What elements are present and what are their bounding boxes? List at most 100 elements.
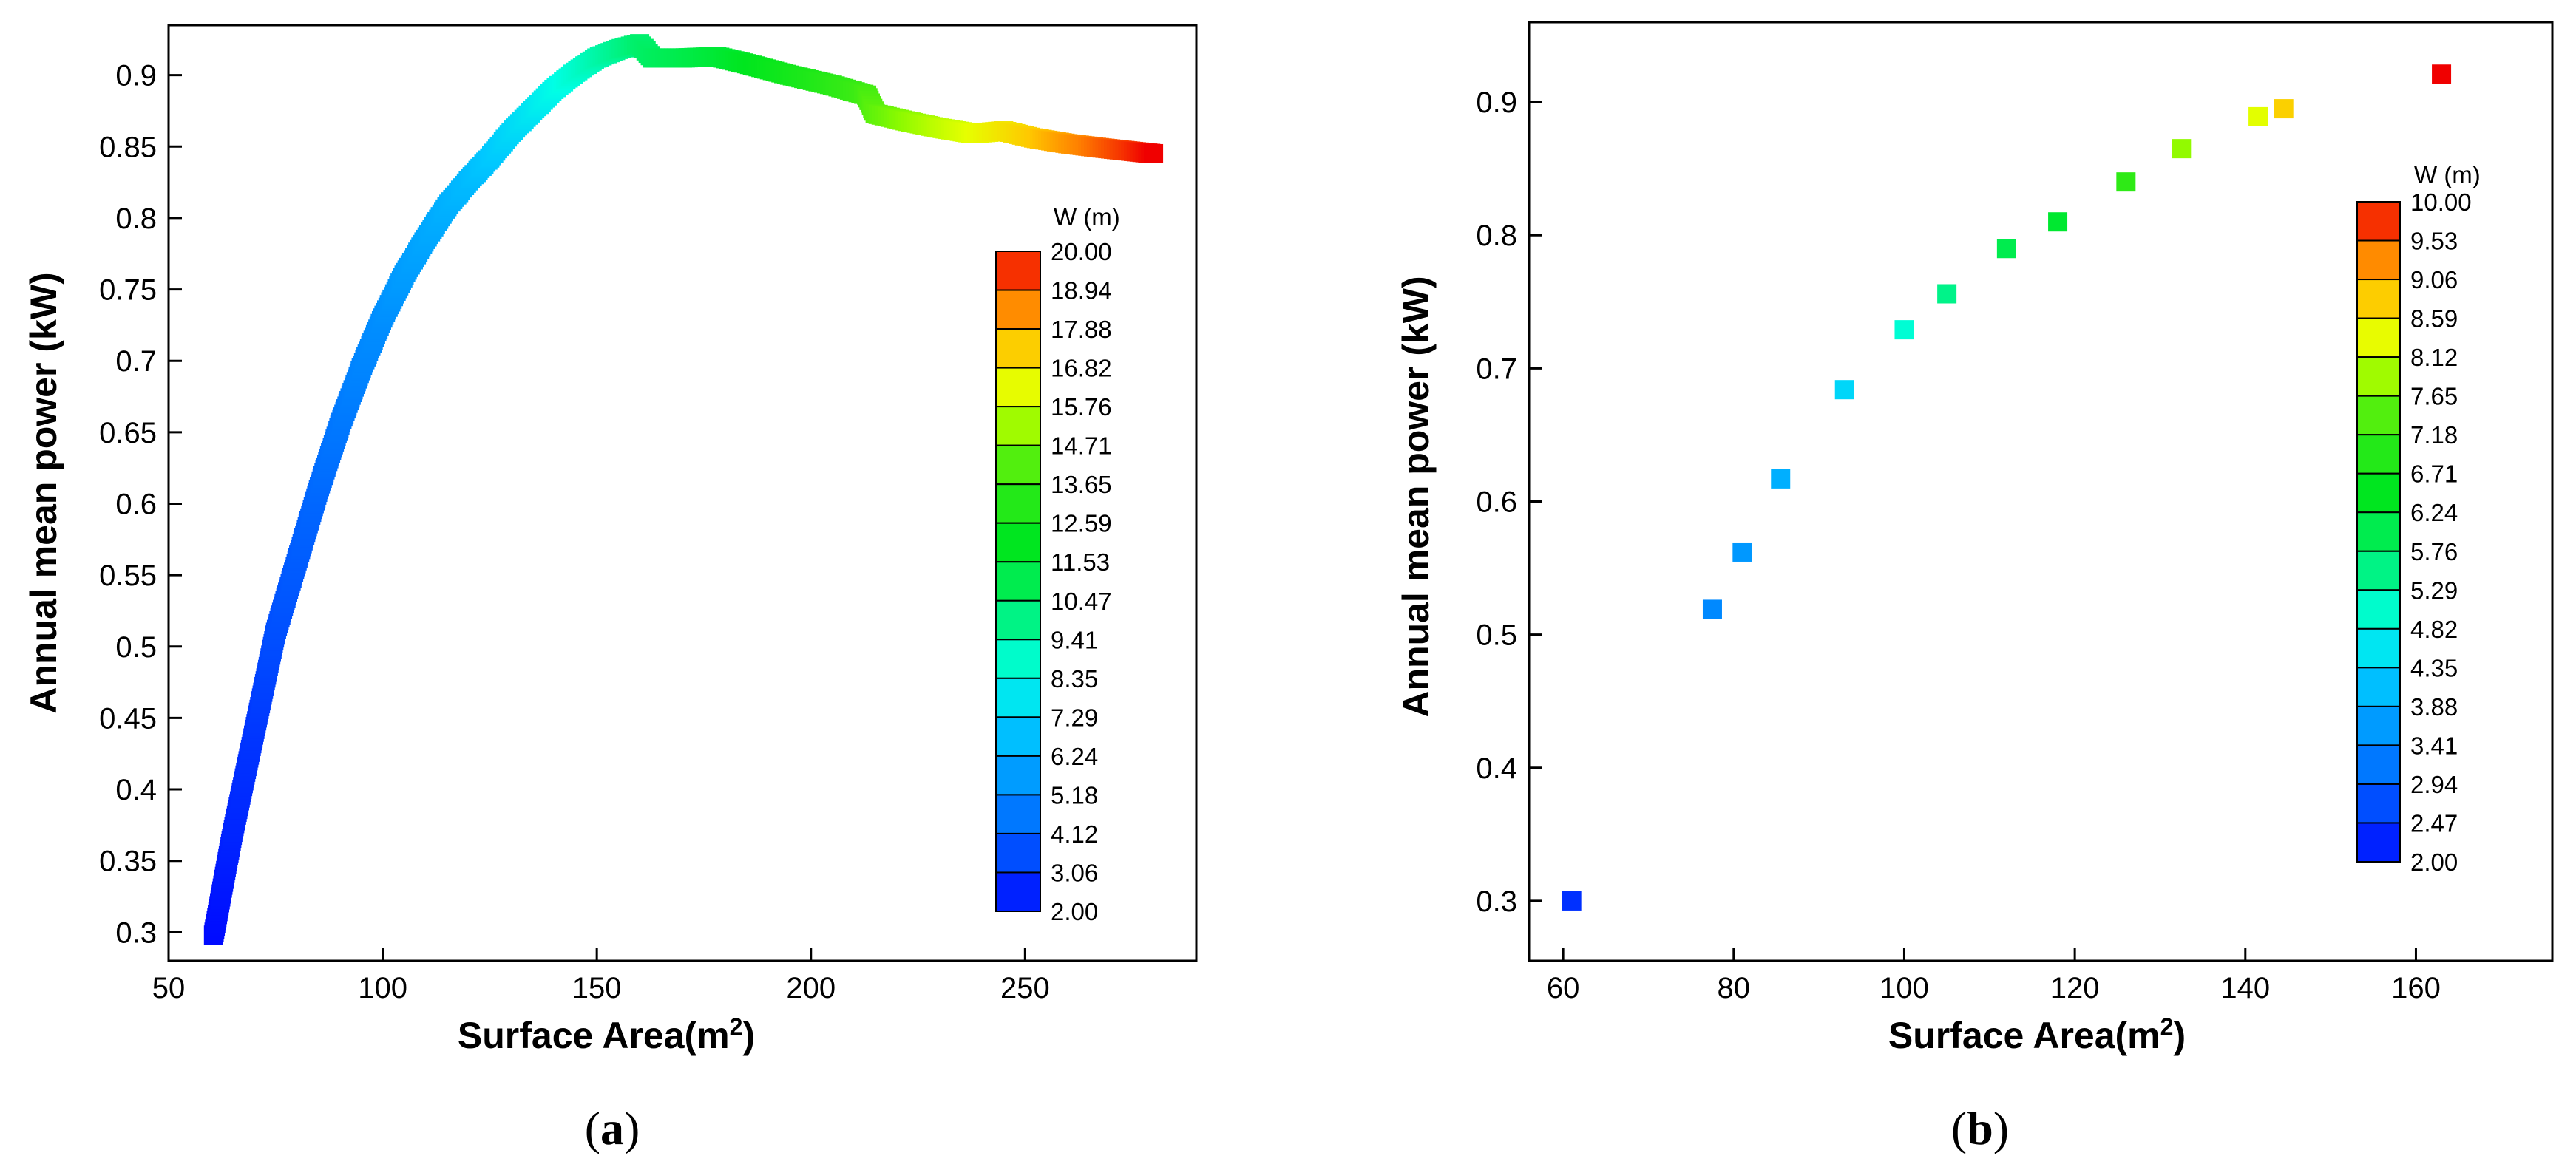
chart-panel-a: 50 100 150 200 250 0.3 0.35 0.4 0.45 0.5 0.55 0.6 0.… (23, 24, 1198, 1154)
a-y-tick-label: 0.75 (99, 274, 157, 307)
b-y-tick-label: 0.8 (1476, 220, 1517, 252)
b-legend-label: 7.18 (2410, 421, 2458, 449)
a-legend-swatch (995, 522, 1041, 563)
a-legend-swatch (995, 444, 1041, 486)
b-legend-label: 2.47 (2410, 809, 2458, 837)
a-legend-title: W (m) (1054, 203, 1120, 231)
a-legend-swatch (995, 794, 1041, 834)
b-legend-swatch (2356, 783, 2401, 824)
b-data-point (2116, 172, 2136, 192)
a-x-tick-label: 50 (152, 972, 186, 1004)
b-y-tick-label: 0.3 (1476, 885, 1517, 918)
b-y-tick-label: 0.5 (1476, 619, 1517, 652)
b-x-tick-label: 160 (2391, 972, 2441, 1004)
b-legend-swatch (2356, 511, 2401, 552)
b-legend-title: W (m) (2414, 161, 2481, 188)
a-legend-label: 7.29 (1051, 704, 1098, 731)
a-legend-swatch (995, 367, 1041, 408)
b-legend-label: 4.35 (2410, 654, 2458, 681)
b-legend-swatch (2356, 667, 2401, 707)
b-legend-swatch (2356, 705, 2401, 746)
a-legend-swatch (995, 483, 1041, 524)
a-legend-label: 5.18 (1051, 781, 1098, 809)
a-y-axis-title: Annual mean power (kW) (23, 272, 64, 713)
a-y-tick-label: 0.9 (115, 60, 157, 92)
b-legend-swatch (2356, 627, 2401, 669)
b-data-point (1894, 320, 1914, 340)
b-x-axis-title: Surface Area(m2) (1888, 1013, 2186, 1056)
a-legend-label: 18.94 (1051, 277, 1112, 305)
b-y-tick-label: 0.9 (1476, 86, 1517, 119)
b-legend-label: 5.29 (2410, 577, 2458, 604)
b-data-point (1732, 542, 1752, 562)
a-marks-layer (203, 34, 1164, 945)
b-data-point (1702, 599, 1722, 619)
a-y-tick-label: 0.55 (99, 560, 157, 592)
b-x-tick-label: 100 (1880, 972, 1929, 1004)
a-legend-label: 6.24 (1051, 743, 1098, 770)
a-y-tick-label: 0.85 (99, 131, 157, 163)
b-legend-swatch (2356, 317, 2401, 358)
b-legend-label: 3.88 (2410, 693, 2458, 721)
b-ticks-layer: 60 80 100 120 140 160 0.3 0.4 0.5 0.6 0.7 0.8 0.9 (1476, 86, 2440, 1004)
a-x-tick-label: 200 (786, 972, 835, 1004)
b-legend-swatch (2356, 395, 2401, 436)
b-legend-swatch (2356, 744, 2401, 785)
a-x-tick-label: 150 (572, 972, 622, 1004)
b-data-point (2432, 64, 2452, 84)
b-data-point (1937, 284, 1957, 304)
a-colorbar-legend: W (m) 20.00 18.94 17.88 16.82 15.76 14.71 13.6… (995, 203, 1120, 925)
a-y-tick-label: 0.6 (115, 488, 157, 520)
a-panel-label: (a) (585, 1102, 640, 1154)
a-legend-swatch (995, 251, 1041, 291)
a-y-tick-label: 0.65 (99, 417, 157, 449)
b-data-point (1562, 891, 1582, 911)
a-legend-swatch (995, 677, 1041, 718)
b-legend-swatch (2356, 472, 2401, 514)
b-colorbar-legend: W (m) 10.00 9.53 9.06 8.59 8.12 7.65 7.18 6.71 6… (2356, 161, 2481, 876)
a-ticks-layer: 50 100 150 200 250 0.3 0.35 0.4 0.45 0.5 0.55 0.6 0.… (99, 60, 1050, 1004)
a-plot-frame (167, 24, 1198, 962)
b-y-axis-title: Annual mean power (kW) (1395, 276, 1437, 717)
b-legend-label: 6.24 (2410, 499, 2458, 526)
a-legend-swatch (995, 406, 1041, 446)
a-legend-label: 4.12 (1051, 820, 1098, 848)
a-legend-swatch (995, 755, 1041, 796)
a-legend-label: 12.59 (1051, 510, 1112, 537)
b-legend-label: 7.65 (2410, 383, 2458, 410)
b-legend-label: 5.76 (2410, 538, 2458, 565)
b-data-point (1996, 239, 2016, 259)
a-legend-swatch (995, 599, 1041, 641)
a-legend-label: 14.71 (1051, 432, 1112, 460)
b-legend-label: 3.41 (2410, 732, 2458, 759)
b-legend-label: 4.82 (2410, 616, 2458, 643)
a-y-tick-label: 0.5 (115, 631, 157, 664)
b-legend-swatch (2356, 589, 2401, 630)
a-legend-swatch (995, 639, 1041, 679)
b-legend-swatch (2356, 239, 2401, 281)
chart-panel-b: 60 80 100 120 140 160 0.3 0.4 0.5 0.6 0.7 0.8 0.9 W … (1395, 21, 2554, 1154)
a-legend-swatch (995, 289, 1041, 330)
b-x-tick-label: 120 (2050, 972, 2100, 1004)
a-y-tick-label: 0.8 (115, 203, 157, 235)
b-legend-label: 10.00 (2410, 188, 2472, 216)
a-legend-label: 2.00 (1051, 898, 1098, 925)
b-panel-label: (b) (1951, 1102, 2009, 1154)
b-data-point (1771, 469, 1791, 489)
b-legend-swatch (2356, 201, 2401, 242)
a-y-tick-label: 0.35 (99, 846, 157, 878)
a-y-tick-label: 0.3 (115, 916, 157, 949)
b-data-point (1834, 380, 1854, 400)
b-legend-swatch (2356, 550, 2401, 591)
b-legend-label: 6.71 (2410, 460, 2458, 488)
b-data-point (2172, 139, 2192, 159)
a-y-tick-label: 0.4 (115, 774, 157, 806)
a-y-tick-label: 0.45 (99, 702, 157, 735)
a-legend-swatch (995, 716, 1041, 757)
a-legend-label: 11.53 (1051, 548, 1110, 576)
a-legend-swatch (995, 832, 1041, 874)
a-x-axis-title: Surface Area(m2) (458, 1013, 755, 1056)
b-data-point (2274, 99, 2294, 119)
